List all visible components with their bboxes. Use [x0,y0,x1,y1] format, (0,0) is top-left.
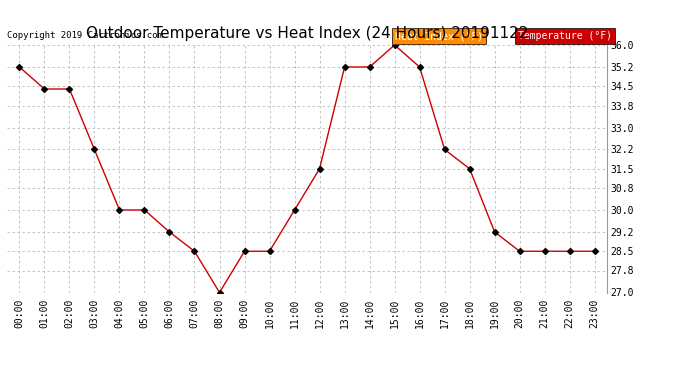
Text: Temperature (°F): Temperature (°F) [518,32,612,41]
Text: Copyright 2019 Cartronics.com: Copyright 2019 Cartronics.com [7,31,163,40]
Title: Outdoor Temperature vs Heat Index (24 Hours) 20191122: Outdoor Temperature vs Heat Index (24 Ho… [86,26,529,41]
Text: Heat Index (°F): Heat Index (°F) [395,32,483,41]
